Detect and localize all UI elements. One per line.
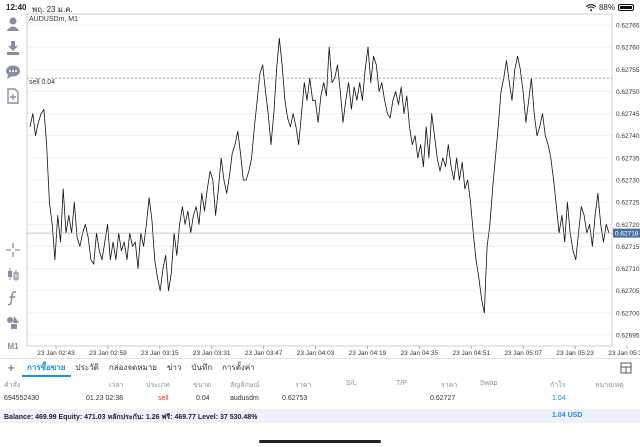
y-tick-label: 0.62760 [616, 45, 640, 52]
col-size: ขนาด [193, 382, 212, 389]
col-tp: T/P [396, 380, 407, 387]
x-tick-label: 23 Jan 02:59 [89, 350, 127, 357]
y-tick-label: 0.62750 [616, 89, 640, 96]
row-type: sell [158, 395, 169, 402]
price-line [29, 37, 610, 314]
x-tick-label: 23 Jan 03:31 [193, 350, 231, 357]
chart-grid [27, 24, 612, 336]
row-symbol: audusdm [230, 395, 259, 402]
status-time: 12:40 [6, 3, 27, 12]
x-tick-label: 23 Jan 03:15 [141, 350, 179, 357]
table-row[interactable]: 694552430 01.23 02:38 sell 0.04 audusdm … [0, 392, 640, 408]
wifi-icon [585, 3, 596, 11]
row-current-price: 0.62727 [430, 395, 456, 402]
col-swap: Swap [480, 380, 498, 387]
status-right: 88% [585, 3, 634, 12]
tab-news[interactable]: ข่าว [166, 362, 182, 372]
col-price: ราคา [295, 382, 312, 389]
home-indicator [259, 440, 381, 443]
timeframe-label: M1 [7, 341, 19, 351]
timeframe-button[interactable]: M1 [5, 338, 21, 354]
chart-area[interactable]: 0.62765 0.62760 0.62755 0.62750 0.62745 0.627… [0, 0, 640, 360]
balance-bar: Balance: 469.99 Equity: 471.03 หลักประกั… [0, 409, 640, 423]
y-tick-label: 0.62735 [616, 155, 640, 162]
add-chart-icon[interactable] [5, 88, 21, 104]
y-tick-label: 0.62710 [616, 266, 640, 273]
col-time: เวลา [109, 382, 124, 389]
sell-order-label[interactable]: sell 0.04 [29, 79, 56, 86]
col-type: ประเภท [146, 382, 170, 389]
tab-settings[interactable]: การตั้งค่า [222, 362, 255, 372]
chart-symbol-label: AUDUSDm, M1 [29, 16, 79, 23]
x-tick-label: 23 Jan 02:43 [37, 350, 75, 357]
y-tick-label: 0.62765 [616, 23, 640, 30]
chart-overlays: 0.62718 [27, 77, 640, 238]
y-tick-label: 0.62695 [616, 332, 640, 339]
y-tick-label: 0.62755 [616, 67, 640, 74]
row-time: 01.23 02:38 [86, 395, 123, 402]
y-tick-label: 0.62700 [616, 310, 640, 317]
col-sl: S/L [346, 380, 357, 387]
row-order: 694552430 [4, 395, 40, 402]
tab-trade[interactable]: การซื้อขาย [22, 359, 71, 377]
x-tick-label: 23 Jan 05:07 [504, 350, 542, 357]
terminal-tabs: + การซื้อขาย ประวัติ กล่องจดหมาย ข่าว บั… [0, 358, 640, 377]
col-current-price: ราคา [441, 382, 458, 389]
x-tick-label: 23 Jan 04:35 [401, 350, 439, 357]
battery-fill [620, 6, 633, 9]
row-open-price: 0.62753 [282, 395, 308, 402]
status-bar: 12:40 พฤ. 23 ม.ค. 88% [0, 0, 640, 14]
battery-icon [618, 4, 634, 11]
chat-icon[interactable] [5, 64, 21, 80]
status-date: พฤ. 23 ม.ค. [32, 5, 73, 14]
y-tick-label: 0.62725 [616, 200, 640, 207]
x-tick-label: 23 Jan 05:23 [556, 350, 594, 357]
chart-axes: 0.62765 0.62760 0.62755 0.62750 0.62745 0.627… [26, 13, 640, 357]
balance-summary: Balance: 469.99 Equity: 471.03 หลักประกั… [4, 414, 258, 421]
x-tick-label: 23 Jan 04:03 [297, 350, 335, 357]
indicators-icon[interactable] [5, 290, 21, 306]
y-tick-label: 0.62730 [616, 178, 640, 185]
y-tick-label: 0.62745 [616, 111, 640, 118]
price-chart[interactable]: 0.62765 0.62760 0.62755 0.62750 0.62745 0.627… [0, 0, 640, 360]
y-tick-label: 0.62740 [616, 133, 640, 140]
x-tick-label: 23 Jan 04:19 [349, 350, 387, 357]
x-tick-label: 23 Jan 03:47 [245, 350, 283, 357]
battery-percent: 88% [598, 3, 615, 12]
col-profit: กำไร [550, 382, 566, 389]
trade-table-header: คำสั่ง เวลา ประเภท ขนาด สัญลักษณ์ ราคา S… [0, 377, 640, 391]
tab-history[interactable]: ประวัติ [75, 362, 99, 372]
account-icon[interactable] [5, 16, 21, 32]
objects-icon[interactable] [5, 314, 21, 330]
chart-type-icon[interactable] [5, 266, 21, 282]
current-price-label: 0.62718 [615, 231, 639, 238]
chart-frame [26, 13, 613, 347]
total-profit: 1.04 USD [552, 412, 583, 419]
x-tick-label: 23 Jan 04:51 [452, 350, 490, 357]
col-order: คำสั่ง [4, 382, 21, 389]
col-symbol: สัญลักษณ์ [230, 382, 260, 389]
y-tick-label: 0.62715 [616, 244, 640, 251]
crosshair-icon[interactable] [5, 242, 21, 258]
y-tick-label: 0.62720 [616, 222, 640, 229]
col-comment: หมายเหตุ [595, 382, 624, 389]
left-toolbar: M1 [0, 14, 26, 356]
tab-journal[interactable]: บันทึก [191, 362, 213, 372]
x-tick-label: 23 Jan 05:39 [608, 350, 640, 357]
layout-icon[interactable] [620, 362, 632, 374]
current-price-tag [613, 228, 640, 238]
row-profit: 1.04 [552, 395, 566, 402]
trade-icon[interactable] [5, 40, 21, 56]
chart-series [29, 37, 610, 314]
y-tick-label: 0.62705 [616, 288, 640, 295]
add-order-button[interactable]: + [7, 360, 15, 375]
row-size: 0.04 [196, 395, 210, 402]
tab-mailbox[interactable]: กล่องจดหมาย [108, 362, 157, 372]
